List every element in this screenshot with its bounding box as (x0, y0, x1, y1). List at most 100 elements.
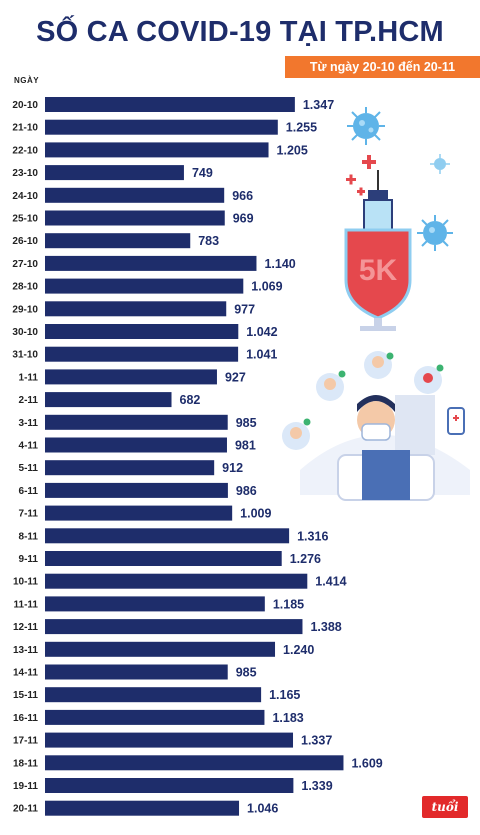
bar (45, 732, 294, 748)
bar (45, 210, 225, 226)
syringe-5k-shield-icon: 5K (344, 170, 412, 331)
category-label: 31-10 (12, 350, 38, 361)
bar (45, 324, 239, 339)
bar (45, 165, 184, 181)
data-label: 969 (233, 212, 254, 226)
category-label: 6-11 (19, 486, 39, 497)
bar (45, 619, 303, 635)
data-label: 1.185 (273, 597, 304, 611)
category-label: 21-10 (12, 123, 38, 134)
category-label: 17-11 (13, 736, 38, 747)
category-label: 25-10 (12, 214, 38, 225)
bar (45, 596, 265, 612)
data-label: 1.388 (310, 620, 341, 634)
bar (45, 482, 228, 498)
plus-icon (346, 155, 376, 196)
chart-title: SỐ CA COVID-19 TẠI TP.HCM (36, 16, 444, 48)
category-label: 24-10 (12, 191, 38, 202)
data-label: 1.046 (247, 802, 278, 816)
category-label: 29-10 (12, 304, 38, 315)
category-label: 28-10 (12, 282, 38, 293)
bar (45, 414, 228, 430)
doctor-with-mask-icon (282, 351, 470, 501)
data-label: 1.339 (301, 779, 332, 793)
data-label: 1.347 (303, 98, 334, 112)
bar (45, 687, 262, 703)
category-label: 27-10 (12, 259, 38, 270)
category-label: 16-11 (13, 713, 38, 724)
data-label: 749 (192, 166, 213, 180)
category-label: 12-11 (13, 622, 38, 633)
data-label: 912 (222, 461, 243, 475)
category-label: 30-10 (12, 327, 38, 338)
logo: tuổi trẻ (422, 796, 468, 835)
chart-subtitle: Từ ngày 20-10 đến 20-11 (285, 56, 480, 78)
bar (45, 664, 228, 680)
category-label: 26-10 (12, 236, 38, 247)
data-label: 1.414 (315, 575, 346, 589)
category-label: 13-11 (13, 645, 38, 656)
bar (45, 119, 278, 135)
data-label: 1.240 (283, 643, 314, 657)
bar (45, 709, 265, 725)
data-label: 1.609 (351, 756, 382, 770)
category-label: 20-10 (12, 100, 38, 111)
bar (45, 460, 215, 476)
category-label: 22-10 (12, 145, 38, 156)
category-label: 18-11 (13, 758, 38, 769)
bar (45, 755, 344, 771)
data-label: 1.041 (246, 348, 277, 362)
category-label: 11-11 (14, 599, 39, 610)
bar (45, 255, 257, 271)
data-label: 783 (198, 234, 219, 248)
data-label: 1.165 (269, 688, 300, 702)
category-label: 1-11 (19, 372, 39, 383)
bar (45, 278, 244, 294)
data-label: 986 (236, 484, 257, 498)
data-label: 985 (236, 416, 257, 430)
data-label: 1.009 (240, 507, 271, 521)
svg-text:5K: 5K (359, 254, 398, 287)
bar (45, 346, 239, 362)
category-label: 14-11 (13, 668, 38, 679)
bar (45, 301, 227, 317)
category-label: 2-11 (19, 395, 39, 406)
bar (45, 505, 233, 521)
data-label: 1.316 (297, 529, 328, 543)
virus-icon (430, 154, 450, 174)
bar (45, 528, 290, 544)
category-label: 3-11 (19, 418, 39, 429)
data-label: 682 (180, 393, 201, 407)
bar (45, 573, 308, 589)
category-label: 5-11 (19, 463, 39, 474)
category-label: 19-11 (13, 781, 38, 792)
virus-icon (417, 215, 453, 251)
data-label: 1.069 (251, 280, 282, 294)
bar (45, 641, 276, 657)
category-label: 9-11 (19, 554, 39, 565)
category-label: 10-11 (13, 577, 38, 588)
bar (45, 437, 227, 453)
bar (45, 369, 217, 385)
data-label: 981 (235, 439, 256, 453)
bar (45, 97, 295, 112)
bar (45, 551, 282, 566)
data-label: 1.140 (264, 257, 295, 271)
data-label: 1.255 (286, 121, 317, 135)
data-label: 1.337 (301, 734, 332, 748)
category-label: 8-11 (19, 531, 39, 542)
category-label: 4-11 (19, 441, 39, 452)
bar (45, 142, 269, 158)
category-label: 7-11 (19, 509, 39, 520)
y-axis-title: NGÀY (14, 76, 40, 85)
data-label: 1.183 (272, 711, 303, 725)
data-label: 1.276 (290, 552, 321, 566)
category-label: 23-10 (12, 168, 38, 179)
data-label: 1.205 (277, 143, 308, 157)
data-label: 1.042 (246, 325, 277, 339)
bar (45, 233, 191, 249)
bar (45, 187, 225, 203)
category-label: 15-11 (13, 690, 38, 701)
category-label: 20-11 (13, 804, 38, 815)
